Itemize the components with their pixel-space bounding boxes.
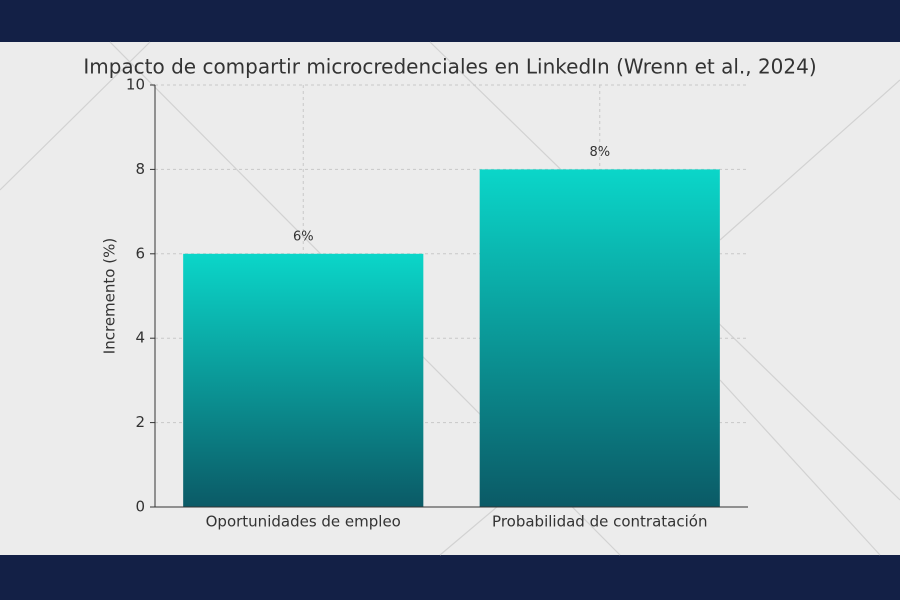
y-tick-label: 6 — [135, 244, 145, 262]
y-tick-label: 10 — [126, 76, 145, 94]
value-label: 6% — [293, 229, 314, 244]
y-axis-label: Incremento (%) — [101, 238, 119, 354]
value-label: 8% — [589, 145, 610, 160]
x-tick-label: Oportunidades de empleo — [206, 513, 401, 531]
bottom-band — [0, 555, 900, 600]
panel — [0, 42, 900, 555]
y-tick-label: 8 — [135, 160, 145, 178]
chart-title: Impacto de compartir microcredenciales e… — [83, 55, 816, 79]
x-tick-label: Probabilidad de contratación — [492, 513, 707, 531]
bar — [183, 253, 424, 507]
y-tick-label: 2 — [135, 413, 145, 431]
bar — [479, 169, 720, 507]
y-tick-label: 4 — [135, 329, 145, 347]
y-tick-label: 0 — [135, 498, 145, 516]
top-band — [0, 0, 900, 42]
